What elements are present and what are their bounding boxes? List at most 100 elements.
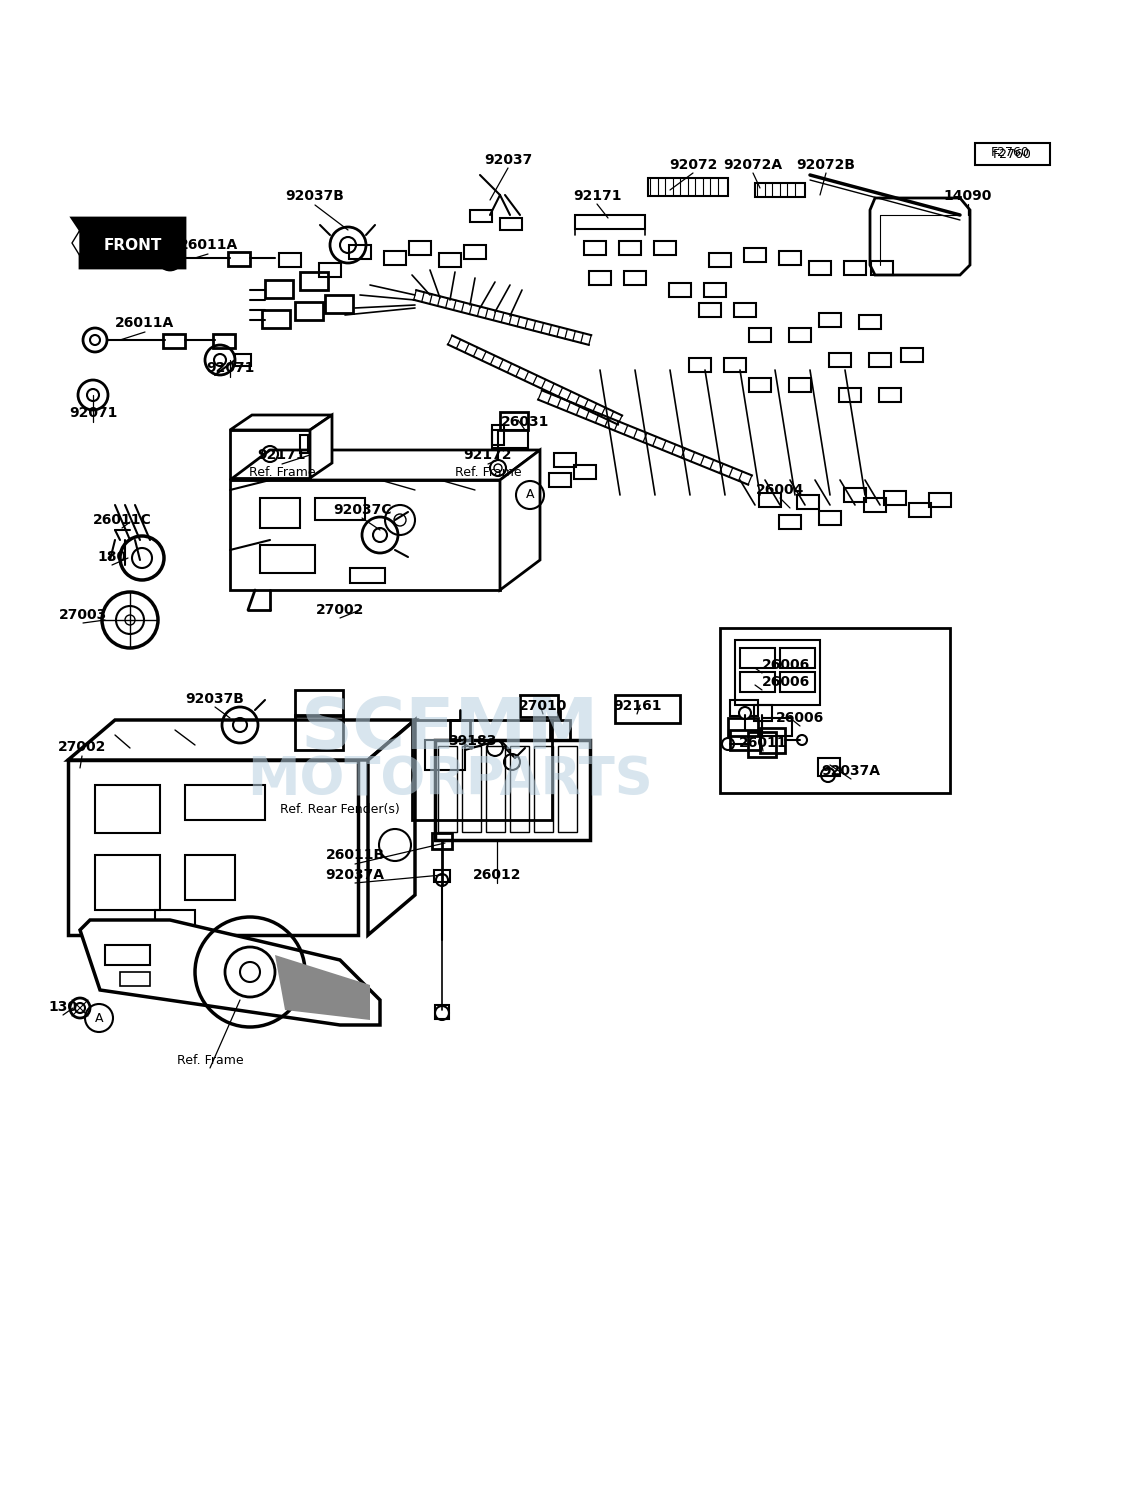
Text: 92171: 92171	[573, 189, 621, 203]
Bar	[797, 495, 819, 509]
Bar	[464, 245, 486, 260]
Text: 27003: 27003	[59, 608, 107, 621]
Text: F2760: F2760	[991, 146, 1030, 159]
Text: 92171: 92171	[258, 447, 307, 462]
Text: 92037: 92037	[483, 153, 533, 167]
Bar	[486, 746, 505, 832]
Text: 27010: 27010	[519, 699, 567, 713]
Text: 27002: 27002	[316, 603, 364, 617]
Bar	[584, 242, 606, 255]
Text: 180: 180	[98, 549, 126, 564]
Bar	[461, 746, 481, 832]
Bar	[720, 627, 951, 793]
Bar	[350, 567, 385, 582]
Bar	[319, 263, 341, 278]
Bar	[295, 690, 343, 716]
Text: 14090: 14090	[944, 189, 992, 203]
Text: 92071: 92071	[205, 362, 254, 375]
Bar	[262, 311, 290, 329]
Text: A: A	[95, 1012, 103, 1025]
Bar	[625, 272, 646, 285]
Bar	[185, 856, 235, 901]
Text: MOTORPARTS: MOTORPARTS	[247, 754, 653, 806]
Polygon shape	[310, 414, 332, 477]
Bar	[844, 261, 866, 275]
Text: 26006: 26006	[776, 711, 824, 725]
Bar	[809, 261, 831, 275]
Bar	[734, 303, 757, 317]
Bar	[654, 242, 676, 255]
Text: 26011B: 26011B	[325, 848, 385, 862]
Bar	[779, 672, 815, 692]
Bar	[214, 335, 235, 348]
Bar	[819, 314, 841, 327]
Bar	[434, 871, 450, 883]
Bar	[432, 833, 452, 850]
Bar	[724, 359, 746, 372]
Bar	[829, 353, 851, 368]
Bar	[435, 1006, 449, 1019]
Bar	[704, 284, 726, 297]
Bar	[909, 503, 931, 516]
Bar	[435, 740, 590, 841]
Bar	[104, 946, 150, 965]
Bar	[520, 695, 558, 717]
Bar	[574, 465, 596, 479]
Bar	[155, 910, 195, 928]
Text: Ref. Rear Fender(s): Ref. Rear Fender(s)	[280, 803, 400, 817]
Bar	[730, 699, 758, 716]
Text: 26012: 26012	[473, 868, 521, 883]
Bar	[779, 515, 801, 528]
Bar	[844, 488, 866, 501]
Bar	[279, 254, 301, 267]
Bar	[730, 729, 760, 750]
Text: 92037B: 92037B	[186, 692, 245, 705]
Bar	[95, 856, 160, 910]
Bar	[669, 284, 691, 297]
Text: 26006: 26006	[762, 675, 810, 689]
Bar	[779, 648, 815, 668]
Text: 130: 130	[48, 1000, 78, 1015]
Polygon shape	[80, 920, 380, 1025]
Bar	[259, 498, 300, 528]
Bar	[163, 335, 185, 348]
Text: 92072A: 92072A	[723, 158, 783, 173]
Bar	[450, 720, 470, 740]
Bar	[259, 545, 315, 573]
Bar	[728, 717, 758, 735]
Bar	[859, 315, 881, 329]
Bar	[699, 303, 721, 317]
Bar	[549, 473, 571, 486]
Text: 92037A: 92037A	[326, 868, 385, 883]
Bar	[819, 758, 840, 776]
Circle shape	[739, 707, 751, 719]
Text: F2760: F2760	[993, 147, 1031, 161]
Text: 26006: 26006	[762, 657, 810, 672]
Bar	[689, 359, 711, 372]
Polygon shape	[72, 218, 185, 269]
Bar	[185, 785, 265, 820]
Bar	[748, 329, 771, 342]
Bar	[230, 429, 310, 477]
Text: A: A	[526, 488, 534, 501]
Bar	[228, 252, 250, 266]
Bar	[884, 491, 906, 504]
Text: 92037B: 92037B	[286, 189, 344, 203]
Text: Ref. Frame: Ref. Frame	[455, 465, 521, 479]
Bar	[95, 785, 160, 833]
Text: 92161: 92161	[613, 699, 661, 713]
Bar	[265, 281, 293, 299]
Bar	[68, 760, 358, 935]
Text: 26011: 26011	[739, 735, 788, 750]
Bar	[647, 179, 728, 197]
Bar	[325, 296, 352, 314]
Bar	[409, 242, 430, 255]
Text: 26004: 26004	[755, 483, 805, 497]
Text: SCEMM: SCEMM	[301, 695, 599, 764]
Bar	[230, 480, 501, 590]
Bar	[871, 261, 893, 275]
Bar	[550, 720, 571, 740]
Bar	[748, 732, 776, 757]
Bar	[755, 183, 805, 197]
Polygon shape	[870, 198, 970, 275]
